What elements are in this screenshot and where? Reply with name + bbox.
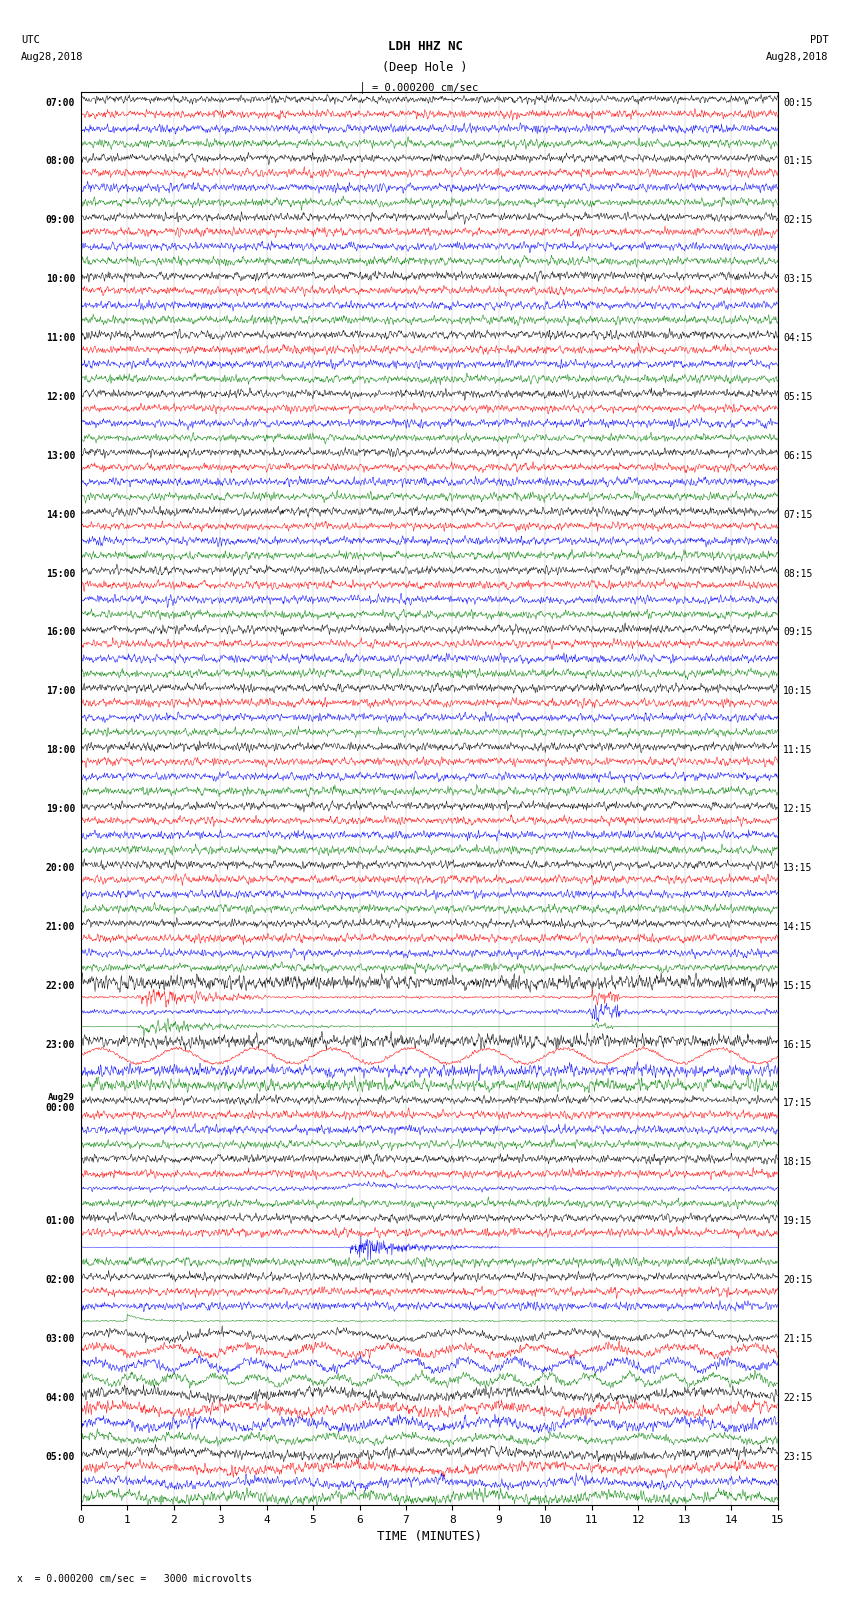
Text: 14:00: 14:00 xyxy=(46,510,75,519)
Text: 21:00: 21:00 xyxy=(46,921,75,932)
Text: 05:00: 05:00 xyxy=(46,1452,75,1461)
Text: 08:00: 08:00 xyxy=(46,156,75,166)
Text: 13:00: 13:00 xyxy=(46,450,75,461)
Text: 23:00: 23:00 xyxy=(46,1039,75,1050)
Text: 07:00: 07:00 xyxy=(46,97,75,108)
Text: 14:15: 14:15 xyxy=(784,921,813,932)
Text: 13:15: 13:15 xyxy=(784,863,813,873)
Text: 09:00: 09:00 xyxy=(46,215,75,226)
Text: 09:15: 09:15 xyxy=(784,627,813,637)
Text: 22:15: 22:15 xyxy=(784,1392,813,1403)
Text: 18:00: 18:00 xyxy=(46,745,75,755)
Text: 01:15: 01:15 xyxy=(784,156,813,166)
Text: 12:00: 12:00 xyxy=(46,392,75,402)
Text: 11:15: 11:15 xyxy=(784,745,813,755)
Text: 03:00: 03:00 xyxy=(46,1334,75,1344)
Text: Aug28,2018: Aug28,2018 xyxy=(766,52,829,61)
Text: 10:00: 10:00 xyxy=(46,274,75,284)
Text: 01:00: 01:00 xyxy=(46,1216,75,1226)
Text: LDH HHZ NC: LDH HHZ NC xyxy=(388,40,462,53)
Text: 03:15: 03:15 xyxy=(784,274,813,284)
Text: Aug29: Aug29 xyxy=(48,1094,75,1102)
Text: 07:15: 07:15 xyxy=(784,510,813,519)
Text: 11:00: 11:00 xyxy=(46,332,75,344)
X-axis label: TIME (MINUTES): TIME (MINUTES) xyxy=(377,1531,482,1544)
Text: 16:00: 16:00 xyxy=(46,627,75,637)
Text: 21:15: 21:15 xyxy=(784,1334,813,1344)
Text: 12:15: 12:15 xyxy=(784,803,813,815)
Text: 16:15: 16:15 xyxy=(784,1039,813,1050)
Text: 17:15: 17:15 xyxy=(784,1098,813,1108)
Text: 19:00: 19:00 xyxy=(46,803,75,815)
Text: 23:15: 23:15 xyxy=(784,1452,813,1461)
Text: 06:15: 06:15 xyxy=(784,450,813,461)
Text: 20:00: 20:00 xyxy=(46,863,75,873)
Text: 15:15: 15:15 xyxy=(784,981,813,990)
Text: 17:00: 17:00 xyxy=(46,686,75,697)
Text: 15:00: 15:00 xyxy=(46,568,75,579)
Text: 22:00: 22:00 xyxy=(46,981,75,990)
Text: │ = 0.000200 cm/sec: │ = 0.000200 cm/sec xyxy=(347,81,478,92)
Text: 05:15: 05:15 xyxy=(784,392,813,402)
Text: UTC: UTC xyxy=(21,35,40,45)
Text: 02:15: 02:15 xyxy=(784,215,813,226)
Text: 19:15: 19:15 xyxy=(784,1216,813,1226)
Text: Aug28,2018: Aug28,2018 xyxy=(21,52,84,61)
Text: 02:00: 02:00 xyxy=(46,1274,75,1286)
Text: 00:00: 00:00 xyxy=(46,1103,75,1113)
Text: 20:15: 20:15 xyxy=(784,1274,813,1286)
Text: 08:15: 08:15 xyxy=(784,568,813,579)
Text: 04:15: 04:15 xyxy=(784,332,813,344)
Text: 00:15: 00:15 xyxy=(784,97,813,108)
Text: x  = 0.000200 cm/sec =   3000 microvolts: x = 0.000200 cm/sec = 3000 microvolts xyxy=(17,1574,252,1584)
Text: (Deep Hole ): (Deep Hole ) xyxy=(382,61,468,74)
Text: 10:15: 10:15 xyxy=(784,686,813,697)
Text: 04:00: 04:00 xyxy=(46,1392,75,1403)
Text: PDT: PDT xyxy=(810,35,829,45)
Text: 18:15: 18:15 xyxy=(784,1157,813,1168)
